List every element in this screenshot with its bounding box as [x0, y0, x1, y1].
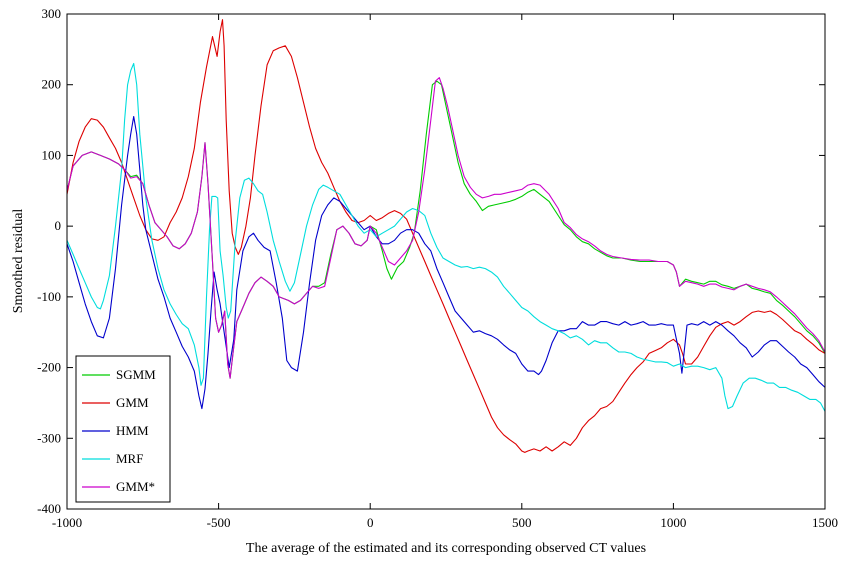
plot-area [67, 14, 825, 509]
x-tick-label: 500 [512, 515, 532, 530]
legend-label: GMM* [116, 479, 155, 494]
series-line-2 [66, 19, 826, 453]
legend: SGMM GMM HMM MRF GMM* [75, 355, 171, 503]
legend-label: GMM [116, 395, 149, 410]
y-tick-label: 100 [42, 147, 62, 162]
series-line-5 [66, 77, 826, 379]
y-tick-label: 300 [42, 6, 62, 21]
legend-label: HMM [116, 423, 149, 438]
x-tick-label: -500 [207, 515, 231, 530]
series-line-3 [66, 115, 826, 410]
series-layer [66, 19, 826, 453]
y-tick-label: -300 [37, 430, 61, 445]
plot-frame [66, 13, 826, 510]
y-tick-label: -400 [37, 501, 61, 516]
y-tick-label: 0 [55, 218, 62, 233]
x-tick-label: 1000 [660, 515, 686, 530]
series-line-4 [66, 62, 826, 412]
legend-box [75, 355, 171, 503]
x-tick-label: -1000 [52, 515, 82, 530]
y-tick-label: -100 [37, 289, 61, 304]
x-axis-label: The average of the estimated and its cor… [246, 541, 646, 556]
legend-label: MRF [116, 451, 143, 466]
y-tick-label: 200 [42, 77, 62, 92]
y-tick-label: -200 [37, 360, 61, 375]
x-tick-label: 0 [367, 515, 374, 530]
y-axis-label: Smoothed residual [11, 209, 26, 314]
x-tick-label: 1500 [812, 515, 838, 530]
legend-label: SGMM [116, 367, 156, 382]
